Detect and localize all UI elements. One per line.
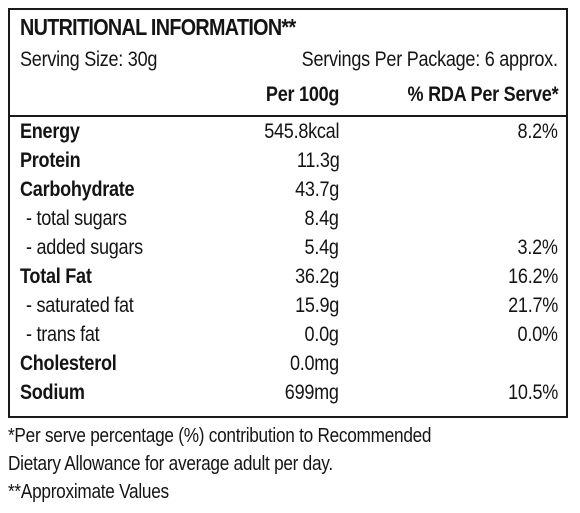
nutrient-rda-sodium: 10.5%: [508, 381, 558, 404]
nutrient-name-energy: Energy: [20, 120, 80, 143]
servings-per-package: Servings Per Package: 6 approx.: [301, 48, 558, 71]
footnote-rda-continued: Dietary Allowance for average adult per …: [8, 453, 333, 475]
nutrient-per100-saturated-fat: 15.9g: [295, 294, 339, 317]
nutrient-rda-added-sugars: 3.2%: [517, 236, 558, 259]
footnote-approximate: **Approximate Values: [8, 481, 169, 503]
nutrient-rda-trans-fat: 0.0%: [517, 323, 558, 346]
nutrient-per100-energy: 545.8kcal: [264, 120, 339, 143]
column-header-per-100g: Per 100g: [265, 83, 340, 106]
nutrient-name-protein: Protein: [20, 149, 81, 172]
nutrient-name-total-fat: Total Fat: [20, 265, 92, 288]
nutrient-per100-carbohydrate: 43.7g: [295, 178, 339, 201]
nutrient-per100-trans-fat: 0.0g: [304, 323, 339, 346]
nutrient-per100-total-sugars: 8.4g: [304, 207, 339, 230]
nutrient-name-cholesterol: Cholesterol: [20, 352, 117, 375]
serving-size: Serving Size: 30g: [20, 48, 158, 71]
nutrient-per100-cholesterol: 0.0mg: [290, 352, 339, 375]
nutrition-panel: NUTRITIONAL INFORMATION** Serving Size: …: [8, 8, 568, 418]
nutrient-rda-energy: 8.2%: [517, 120, 558, 143]
footnote-rda: *Per serve percentage (%) contribution t…: [8, 425, 432, 447]
nutrient-name-total-sugars: - total sugars: [26, 207, 127, 230]
nutrient-per100-sodium: 699mg: [285, 381, 339, 404]
nutrient-name-added-sugars: - added sugars: [26, 236, 143, 259]
nutrient-name-trans-fat: - trans fat: [26, 323, 100, 346]
nutrient-rda-saturated-fat: 21.7%: [508, 294, 558, 317]
column-header-rda: % RDA Per Serve*: [407, 83, 558, 106]
nutrient-rda-total-fat: 16.2%: [508, 265, 558, 288]
nutrient-per100-protein: 11.3g: [296, 149, 339, 172]
nutrient-per100-total-fat: 36.2g: [295, 265, 339, 288]
nutrient-name-sodium: Sodium: [20, 381, 85, 404]
panel-title: NUTRITIONAL INFORMATION**: [20, 14, 296, 40]
nutrient-name-carbohydrate: Carbohydrate: [20, 178, 135, 201]
header-divider: [10, 115, 566, 117]
nutrient-per100-added-sugars: 5.4g: [304, 236, 339, 259]
nutrient-name-saturated-fat: - saturated fat: [26, 294, 134, 317]
